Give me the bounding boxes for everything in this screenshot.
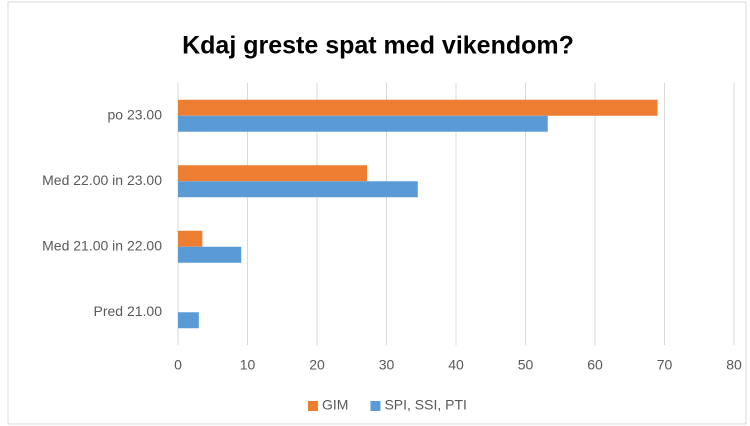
y-tick-label: po 23.00	[108, 106, 163, 122]
y-tick-label: Med 22.00 in 23.00	[42, 172, 162, 188]
x-tick-label: 20	[309, 357, 325, 373]
x-tick-label: 0	[174, 357, 182, 373]
bar	[178, 246, 242, 263]
x-tick-label: 30	[379, 357, 395, 373]
legend-swatch	[308, 401, 318, 411]
y-tick-label: Pred 21.00	[94, 303, 163, 319]
bar	[178, 312, 199, 329]
x-tick-label: 10	[240, 357, 256, 373]
legend-swatch	[370, 401, 381, 411]
chart-title: Kdaj greste spat med vikendom?	[182, 32, 574, 60]
x-tick-label: 70	[657, 357, 673, 373]
legend-label: GIM	[322, 397, 348, 413]
x-tick-label: 50	[518, 357, 534, 373]
bar	[178, 99, 658, 116]
chart-frame	[7, 1, 747, 425]
x-tick-label: 60	[587, 357, 603, 373]
bar	[178, 165, 368, 182]
bar	[178, 115, 548, 132]
y-tick-label: Med 21.00 in 22.00	[42, 237, 162, 253]
bar	[178, 181, 418, 198]
x-tick-label: 40	[448, 357, 464, 373]
legend-label: SPI, SSI, PTI	[384, 397, 466, 413]
x-tick-label: 80	[726, 357, 742, 373]
bar	[178, 230, 203, 247]
